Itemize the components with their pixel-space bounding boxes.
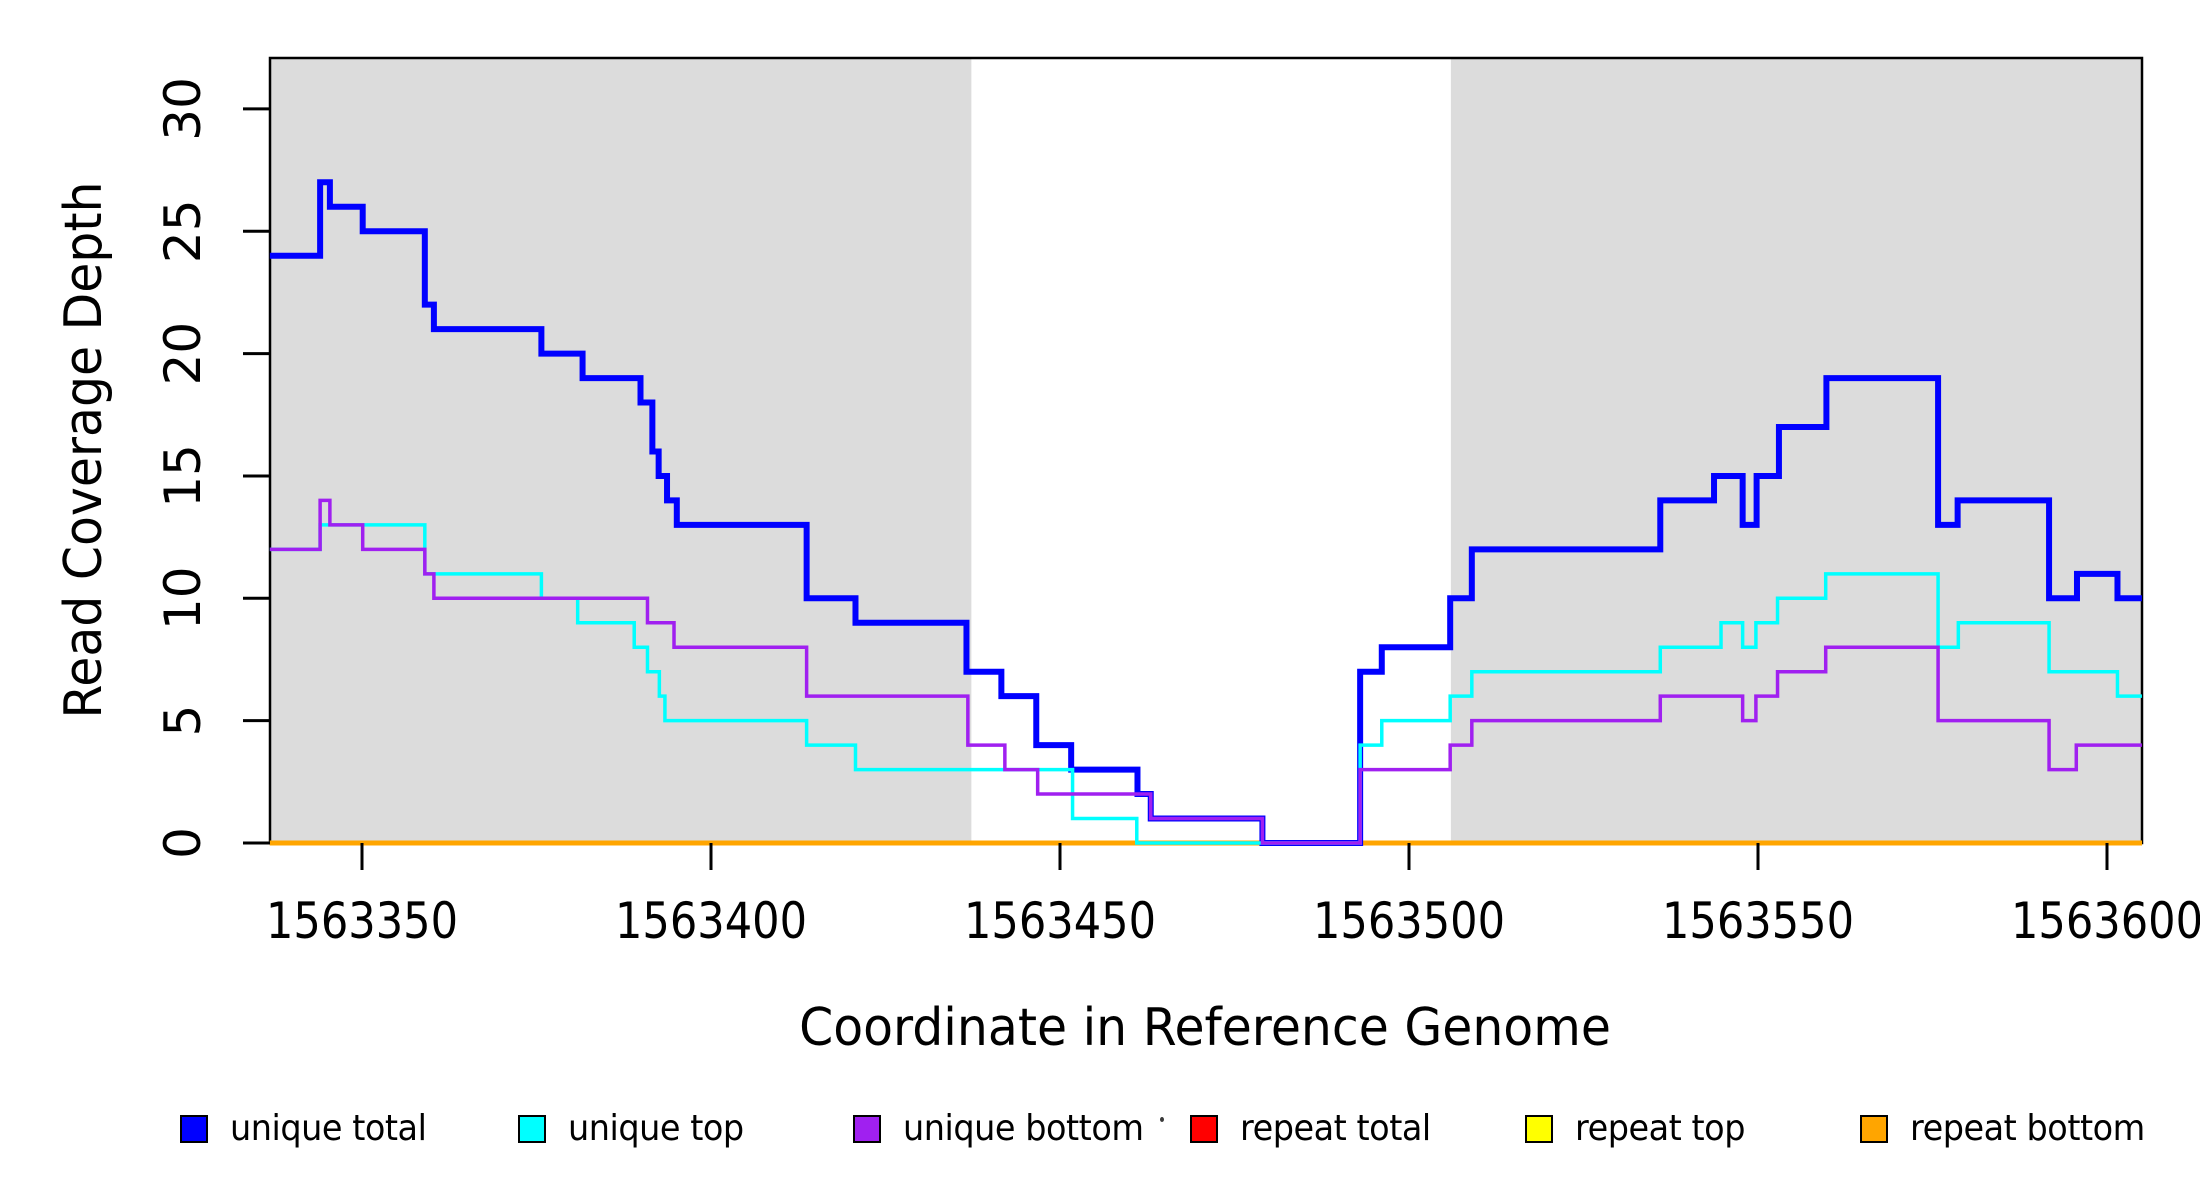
y-tick-label: 25	[154, 199, 212, 263]
y-tick-label: 15	[154, 444, 212, 508]
x-axis-title: Coordinate in Reference Genome	[799, 998, 1611, 1058]
stray-dot	[1160, 1117, 1164, 1122]
series-line-unique-top	[269, 523, 2142, 845]
x-tick-label: 1563500	[1313, 892, 1505, 950]
y-tick-label: 0	[154, 827, 212, 859]
y-tick-label: 30	[154, 77, 212, 141]
x-tick-label: 1563400	[615, 892, 807, 950]
series-line-unique-bottom	[269, 498, 2142, 845]
series-line-unique-total	[269, 179, 2142, 846]
x-tick-label: 1563350	[266, 892, 458, 950]
y-tick-label: 10	[154, 566, 212, 630]
x-tick-label: 1563600	[2011, 892, 2200, 950]
shaded-region-2	[1450, 58, 2142, 843]
y-tick-label: 20	[154, 322, 212, 386]
shaded-region-1	[269, 58, 972, 843]
y-tick-label: 5	[154, 705, 212, 737]
x-tick-label: 1563550	[1662, 892, 1854, 950]
x-tick-label: 1563450	[964, 892, 1156, 950]
y-axis-title: Read Coverage Depth	[54, 181, 114, 719]
